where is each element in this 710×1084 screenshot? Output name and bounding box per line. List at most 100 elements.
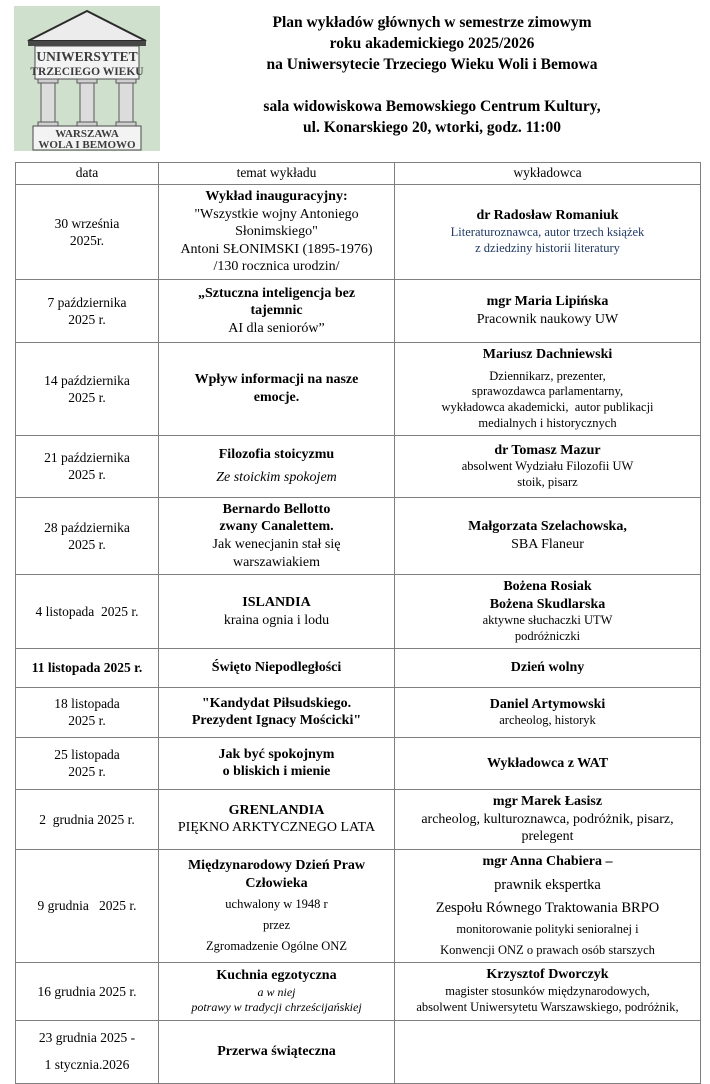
topic-cell: „Sztuczna inteligencja bez tajemnic AI dla… [158, 280, 394, 342]
date-cell: 2 grudnia 2025 r. [16, 790, 158, 849]
lecturer-line: Małgorzata Szelachowska, [468, 519, 627, 535]
topic-line: Ze stoickim spokojem [216, 469, 337, 485]
lecturer-line: z dziedziny historii literatury [475, 240, 620, 255]
lecturer-line: prawnik ekspertka [494, 876, 601, 893]
date-line: 2025 r. [68, 467, 106, 483]
topic-line: Zgromadzenie Ogólne ONZ [206, 938, 347, 953]
lecturer-line: mgr Maria Lipińska [486, 294, 609, 310]
lecturer-line: archeolog, kulturoznawca, podróżnik, pis… [421, 811, 674, 827]
topic-cell: Bernardo Bellotto zwany Canalettem. Jak we… [158, 497, 394, 575]
title-spacer [160, 75, 704, 96]
topic-cell: Filozofia stoicyzmu Ze stoickim spokojem [158, 435, 394, 497]
topic-line: „Sztuczna inteligencja bez [197, 285, 356, 301]
table-row: 14 października 2025 r. Wpływ informacji n… [16, 343, 700, 436]
date-line: 21 października [44, 450, 130, 466]
table-row: 21 października 2025 r. Filozofia stoicyzm… [16, 435, 700, 498]
document-header: UNIWERSYTET TRZECIEGO WIEKU WARSZAWA WOL… [0, 0, 710, 158]
date-line: 14 października [44, 372, 130, 388]
date-cell: 30 września 2025r. [16, 185, 158, 279]
lecturer-line: Daniel Artymowski [489, 696, 606, 712]
lecturer-line: Krzysztof Dworczyk [486, 967, 609, 983]
topic-line: Słonimskiego" [235, 224, 318, 240]
logo-base-line2: WOLA I BEMOWO [38, 139, 136, 151]
date-line: 1 stycznia.2026 [44, 1056, 130, 1072]
date-line: 2025 r. [68, 536, 106, 552]
lecturer-line: Zespołu Równego Traktowania BRPO [435, 899, 660, 916]
lecturer-line: Konwencji ONZ o prawach osób starszych [440, 942, 655, 957]
lecturer-line: Bożena Skudlarska [489, 596, 606, 612]
date-cell: 18 listopada 2025 r. [16, 688, 158, 737]
topic-line: AI dla seniorów” [228, 320, 325, 336]
lecturer-cell: Wykładowca z WAT [394, 737, 700, 789]
date-cell: 16 grudnia 2025 r. [16, 963, 158, 1020]
table-row: 23 grudnia 2025 - 1 stycznia.2026 Przerwa … [16, 1020, 700, 1083]
lecturer-line: Mariusz Dachniewski [482, 347, 613, 362]
topic-line: kraina ognia i lodu [223, 612, 330, 628]
lecturer-line: SBA Flaneur [511, 536, 584, 552]
date-line: 25 listopada [54, 747, 120, 763]
topic-line: Przerwa świąteczna [217, 1043, 336, 1059]
lecturer-line: archeolog, historyk [499, 713, 596, 728]
topic-line: Kuchnia egzotyczna [216, 968, 337, 984]
topic-cell: Święto Niepodległości [158, 648, 394, 687]
date-cell: 7 października 2025 r. [16, 280, 158, 342]
date-line: 2025 r. [68, 389, 106, 405]
lecturer-cell [394, 1020, 700, 1083]
lecturer-line: dr Radosław Romaniuk [476, 208, 619, 224]
topic-line: warszawiakiem [232, 554, 321, 570]
lecturer-line: Dzień wolny [510, 660, 585, 676]
column-header-lecturer: wykładowca [394, 163, 700, 184]
topic-line: /130 rocznica urodzin/ [213, 259, 340, 275]
topic-line: o bliskich i mienie [222, 764, 331, 780]
lecturer-cell: Małgorzata Szelachowska, SBA Flaneur [394, 497, 700, 575]
table-row: 18 listopada 2025 r. "Kandydat Piłsudskieg… [16, 687, 700, 738]
date-line: 7 października [47, 295, 127, 310]
table-row: 9 grudnia 2025 r. Międzynarodowy Dzień Pr… [16, 849, 700, 963]
document-title-line: na Uniwersytecie Trzeciego Wieku Woli i … [266, 56, 598, 73]
venue-line: ul. Konarskiego 20, wtorki, godz. 11:00 [303, 119, 561, 136]
topic-line: uchwalony w 1948 r [225, 897, 328, 912]
topic-cell: Międzynarodowy Dzień Praw Człowieka uchwal… [158, 849, 394, 962]
lecturer-cell: dr Tomasz Mazur absolwent Wydziału Filozo… [394, 435, 700, 497]
topic-line: Filozofia stoicyzmu [218, 447, 335, 462]
lecturer-line: Literaturoznawca, autor trzech książek [450, 225, 645, 239]
lecturer-cell: Daniel Artymowski archeolog, historyk [394, 687, 700, 737]
topic-line: emocje. [253, 389, 300, 405]
topic-line: Antoni SŁONIMSKI (1895-1976) [180, 241, 373, 257]
lecturer-line: monitorowanie polityki senioralnej i [456, 922, 639, 937]
date-line: 2025 r. [68, 312, 106, 327]
table-row: 7 października 2025 r. „Sztuczna inteligen… [16, 280, 700, 343]
logo-base-line1: WARSZAWA [55, 128, 119, 140]
lecturer-cell: Bożena Rosiak Bożena Skudlarska aktywne sł… [394, 575, 700, 648]
date-line: 2025 r. [68, 764, 106, 780]
topic-line: "Wszystkie wojny Antoniego [194, 206, 359, 222]
lecturer-line: Wykładowca z WAT [486, 755, 609, 771]
date-cell: 14 października 2025 r. [16, 343, 158, 435]
topic-cell: Wpływ informacji na nasze emocje. [158, 343, 394, 435]
topic-line: tajemnic [250, 303, 303, 319]
date-cell: 11 listopada 2025 r. [16, 649, 158, 687]
column-header-topic: temat wykładu [158, 163, 394, 184]
date-cell: 25 listopada 2025 r. [16, 738, 158, 789]
topic-line: Wpływ informacji na nasze [194, 372, 359, 388]
date-line: 9 grudnia 2025 r. [37, 898, 137, 914]
table-row: 28 października 2025 r. Bernardo Bellotto z… [16, 497, 700, 576]
table-row: 16 grudnia 2025 r. Kuchnia egzotyczna a w … [16, 962, 700, 1021]
date-line: 2025r. [69, 232, 105, 248]
lecturer-cell: mgr Marek Łasisz archeolog, kulturoznawca… [394, 789, 700, 849]
venue-line: sala widowiskowa Bemowskiego Centrum Kul… [263, 98, 601, 115]
topic-line: Bernardo Bellotto [222, 501, 331, 517]
lecturer-cell: Krzysztof Dworczyk magister stosunków mię… [394, 962, 700, 1020]
logo-arch-line1: UNIWERSYTET [36, 49, 137, 64]
utw-logo: UNIWERSYTET TRZECIEGO WIEKU WARSZAWA WOL… [14, 6, 160, 151]
topic-line: "Kandydat Piłsudskiego. [201, 695, 352, 711]
logo-arch-line2: TRZECIEGO WIEKU [30, 66, 144, 78]
date-cell: 28 października 2025 r. [16, 498, 158, 575]
date-cell: 9 grudnia 2025 r. [16, 850, 158, 962]
topic-cell: Przerwa świąteczna [158, 1020, 394, 1083]
topic-line: przez [262, 917, 291, 932]
lecturer-cell: Mariusz Dachniewski Dziennikarz, prezente… [394, 343, 700, 435]
topic-line: GRENLANDIA [228, 802, 325, 818]
date-line: 23 grudnia 2025 - [38, 1030, 136, 1046]
